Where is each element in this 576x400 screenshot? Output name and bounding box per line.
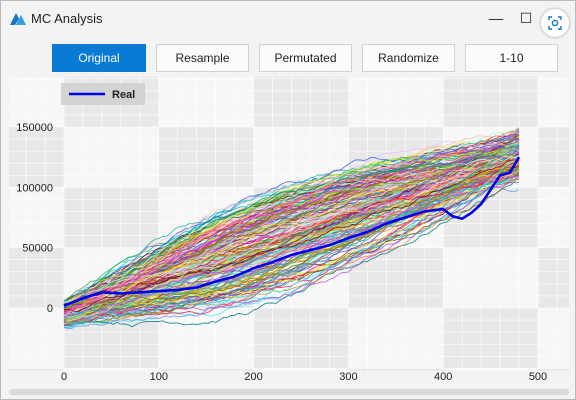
simulation-line [63,156,520,303]
simulation-line [63,171,520,308]
simulation-line [63,142,520,309]
simulation-line [63,129,520,319]
screenshot-button[interactable] [541,9,569,37]
simulation-line [63,159,520,324]
title-bar: MC Analysis — ☐ [1,1,575,37]
simulation-line [63,166,520,304]
simulation-line [63,159,520,312]
window-title: MC Analysis [31,11,103,26]
chart-svg: Real 0 50000 100000 150000 0 100 200 300 400 500 [9,77,569,383]
grid-band [158,368,254,371]
grid-band [443,308,538,369]
simulation-line [63,169,520,309]
grid-band [64,187,159,248]
simulation-line [63,146,520,323]
grid-band [253,77,349,127]
simulation-line [63,153,520,305]
grid-band [253,308,349,369]
simulation-line [63,178,520,328]
grid-band [9,247,64,308]
original-button[interactable]: Original [52,44,146,72]
y-tick-label: 100000 [16,182,53,194]
y-tick-label: 50000 [22,243,53,255]
minimize-button[interactable]: — [489,10,503,26]
simulation-line [63,170,520,317]
grid-band [538,368,569,371]
grid-band [538,247,569,308]
grid-band [9,368,64,371]
mc-chart: Real 0 50000 100000 150000 0 100 200 300 400 500 [9,77,569,389]
horizontal-scrollbar[interactable] [9,389,569,395]
simulation-line [63,151,520,314]
permutated-button[interactable]: Permutated [259,44,352,72]
x-tick-label: 0 [61,371,67,383]
simulation-line [63,146,520,330]
real-series-line [63,156,521,307]
simulation-line [63,174,520,312]
simulation-line [63,154,520,304]
y-tick-label: 150000 [16,122,53,134]
x-tick-label: 300 [339,371,357,383]
maximize-button[interactable]: ☐ [519,10,533,26]
simulation-line [63,138,520,307]
simulation-line [63,134,520,312]
grid-band [348,368,444,371]
grid-band [158,127,254,188]
simulation-lines [63,126,520,330]
grid-band [9,127,64,188]
camera-scan-icon [548,16,562,30]
grid-band [348,247,444,308]
legend: Real [61,83,145,105]
legend-label: Real [112,89,135,101]
simulation-line [63,169,520,326]
simulation-line [63,144,520,324]
simulation-line [63,143,520,307]
resample-button[interactable]: Resample [156,44,249,72]
x-tick-label: 500 [529,371,547,383]
simulation-line [63,174,520,318]
simulation-line [63,163,520,310]
x-tick-label: 200 [244,371,262,383]
y-tick-label: 0 [47,303,53,315]
app-logo-icon [10,13,26,25]
toolbar: Original Resample Permutated Randomize 1… [1,44,575,74]
x-tick-label: 100 [150,371,168,383]
simulation-line [63,141,520,305]
x-tick-label: 400 [434,371,452,383]
range-1-10-button[interactable]: 1-10 [465,44,558,72]
simulation-line [63,156,520,313]
grid-band [538,127,569,188]
grid-band [443,77,538,127]
randomize-button[interactable]: Randomize [362,44,455,72]
